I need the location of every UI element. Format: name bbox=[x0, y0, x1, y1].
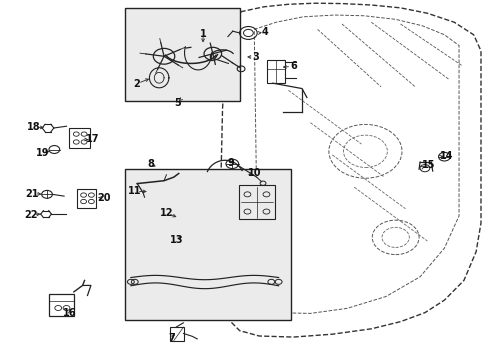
Bar bbox=[238, 185, 275, 220]
Bar bbox=[77, 189, 96, 208]
Bar bbox=[49, 294, 74, 316]
Text: 1: 1 bbox=[199, 29, 206, 39]
Bar bbox=[169, 327, 183, 341]
Text: 17: 17 bbox=[85, 135, 99, 144]
Text: 13: 13 bbox=[169, 235, 183, 245]
Bar bbox=[125, 8, 239, 101]
Text: 3: 3 bbox=[252, 52, 259, 62]
Text: 10: 10 bbox=[247, 168, 261, 178]
Text: 6: 6 bbox=[289, 61, 296, 71]
Text: 19: 19 bbox=[36, 148, 49, 158]
Text: 12: 12 bbox=[160, 208, 173, 218]
Bar bbox=[125, 169, 290, 320]
Bar bbox=[266, 60, 285, 83]
Text: 18: 18 bbox=[27, 122, 41, 132]
Text: 15: 15 bbox=[421, 160, 435, 170]
Text: 14: 14 bbox=[439, 150, 453, 161]
Text: 8: 8 bbox=[147, 159, 154, 169]
Text: 22: 22 bbox=[24, 210, 38, 220]
Text: 9: 9 bbox=[227, 158, 234, 168]
Text: 11: 11 bbox=[128, 186, 141, 197]
Text: 21: 21 bbox=[25, 189, 39, 199]
Text: 5: 5 bbox=[173, 98, 180, 108]
Text: 4: 4 bbox=[261, 27, 268, 37]
Text: 20: 20 bbox=[97, 193, 111, 203]
Text: 16: 16 bbox=[63, 309, 77, 318]
Text: 2: 2 bbox=[133, 79, 140, 89]
Text: 7: 7 bbox=[168, 333, 174, 343]
Bar bbox=[69, 128, 90, 148]
